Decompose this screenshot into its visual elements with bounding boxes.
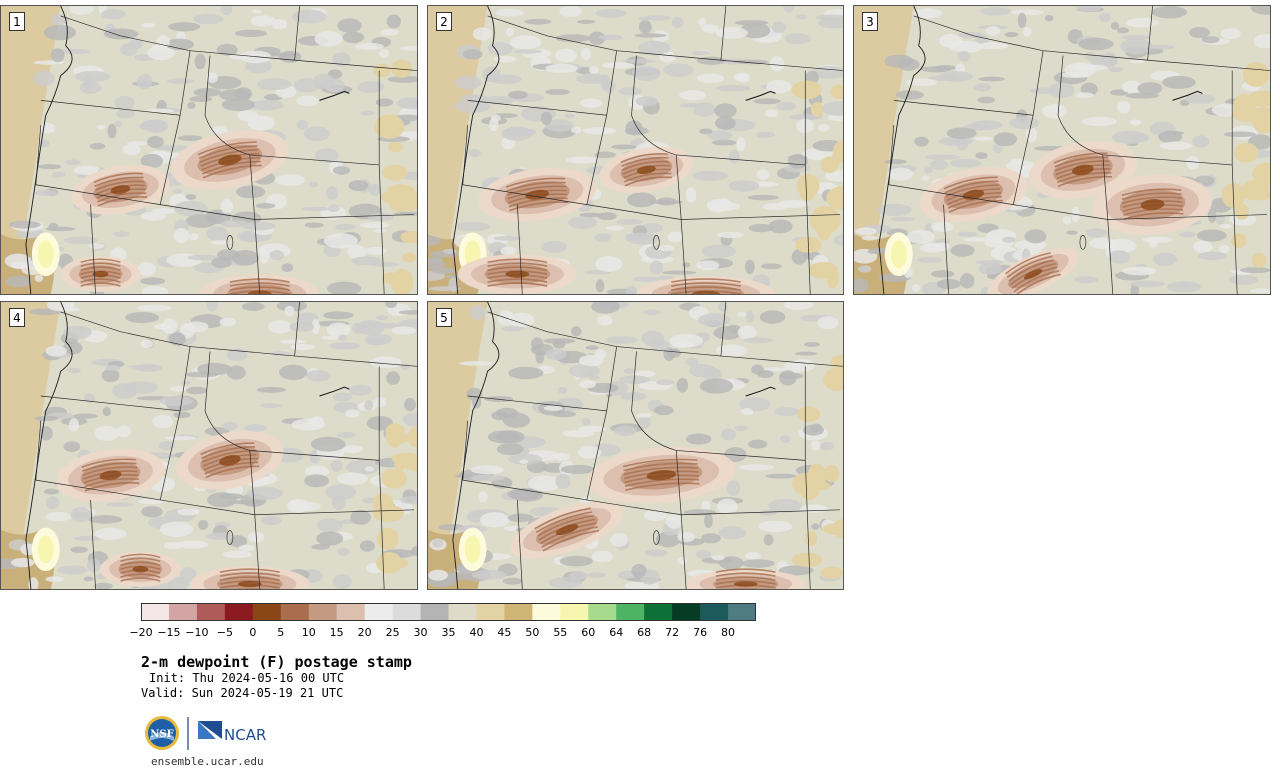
colorbar-swatch <box>672 603 701 621</box>
colorbar-tick-label: −5 <box>216 626 233 639</box>
dewpoint-map-3 <box>854 6 1270 294</box>
map-panel-1: 1 <box>0 5 418 295</box>
colorbar <box>141 603 756 621</box>
colorbar-tick-label: 80 <box>721 626 736 639</box>
panel-number-label: 3 <box>862 12 878 31</box>
map-panel-2: 2 <box>427 5 844 295</box>
colorbar-tick-label: 72 <box>665 626 680 639</box>
colorbar-swatch <box>504 603 533 621</box>
colorbar-tick-label: 40 <box>469 626 484 639</box>
nsf-logo: NSF <box>145 716 179 750</box>
ncar-logo-text: NCAR <box>224 726 266 744</box>
colorbar-tick-label: 55 <box>553 626 568 639</box>
colorbar-tick-label: 0 <box>249 626 257 639</box>
colorbar-tick-label: 5 <box>277 626 285 639</box>
colorbar-tick-label: 50 <box>525 626 540 639</box>
colorbar-swatch <box>168 603 198 621</box>
colorbar-tick-label: 15 <box>329 626 344 639</box>
colorbar-swatch <box>700 603 729 621</box>
ncar-logo: NCAR <box>198 721 266 744</box>
colorbar-swatch <box>728 603 756 621</box>
colorbar-swatch <box>392 603 422 621</box>
colorbar-tick-label: −20 <box>129 626 153 639</box>
colorbar-swatch <box>196 603 226 621</box>
colorbar-swatch <box>588 603 617 621</box>
valid-time: Valid: Sun 2024-05-19 21 UTC <box>141 686 344 700</box>
dewpoint-map-5 <box>428 302 843 589</box>
colorbar-tick-label: 76 <box>693 626 708 639</box>
panel-number-label: 5 <box>436 308 452 327</box>
colorbar-tick-label: 25 <box>385 626 400 639</box>
colorbar-tick-label: 30 <box>413 626 428 639</box>
colorbar-tick-label: 68 <box>637 626 652 639</box>
logos: NSF NCAR <box>144 713 274 753</box>
figure-title: 2-m dewpoint (F) postage stamp <box>141 653 412 671</box>
colorbar-swatch <box>448 603 477 621</box>
dewpoint-map-2 <box>428 6 843 294</box>
map-panel-5: 5 <box>427 301 844 590</box>
colorbar-swatch <box>308 603 338 621</box>
panel-number-label: 4 <box>9 308 25 327</box>
nsf-logo-text: NSF <box>150 729 173 740</box>
colorbar-swatch <box>364 603 394 621</box>
colorbar-swatch <box>224 603 254 621</box>
colorbar-tick-label: 20 <box>357 626 372 639</box>
colorbar-tick-label: −10 <box>185 626 209 639</box>
dewpoint-map-1 <box>1 6 417 294</box>
colorbar-tick-label: −15 <box>157 626 181 639</box>
colorbar-swatch <box>644 603 673 621</box>
colorbar-tick-labels: −20 −15 −10 −5 0 5 10 15 20 25 30 35 40 45 50 55 60 64 68 7… <box>129 626 781 640</box>
colorbar-swatch <box>560 603 589 621</box>
colorbar-tick-label: 45 <box>497 626 512 639</box>
init-time: Init: Thu 2024-05-16 00 UTC <box>149 671 345 685</box>
map-panel-4: 4 <box>0 301 418 590</box>
colorbar-tick-label: 35 <box>441 626 456 639</box>
colorbar-tick-label: 10 <box>301 626 316 639</box>
colorbar-swatch <box>252 603 282 621</box>
panel-number-label: 2 <box>436 12 452 31</box>
site-url: ensemble.ucar.edu <box>151 755 264 768</box>
colorbar-swatch <box>336 603 366 621</box>
colorbar-swatch <box>280 603 310 621</box>
colorbar-tick-label: 60 <box>581 626 596 639</box>
colorbar-swatch <box>532 603 561 621</box>
panel-number-label: 1 <box>9 12 25 31</box>
colorbar-swatch <box>141 603 170 621</box>
colorbar-tick-label: 64 <box>609 626 624 639</box>
colorbar-swatch <box>420 603 449 621</box>
map-panel-3: 3 <box>853 5 1271 295</box>
colorbar-swatch <box>476 603 505 621</box>
dewpoint-map-4 <box>1 302 417 589</box>
colorbar-swatch <box>616 603 645 621</box>
